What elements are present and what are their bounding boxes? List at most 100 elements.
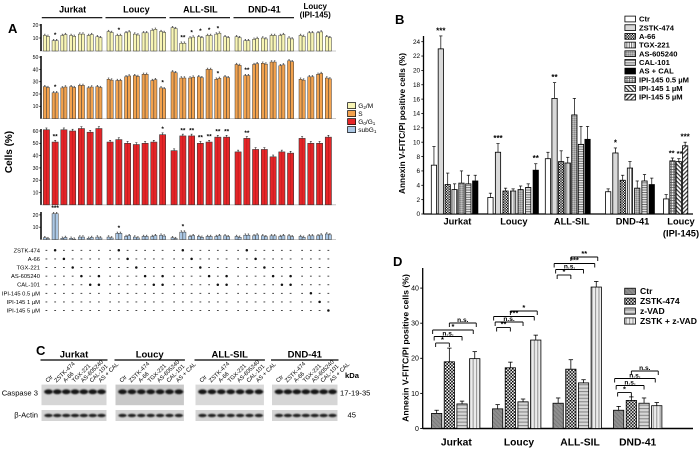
svg-text:**: **	[224, 129, 230, 136]
svg-text:**: **	[215, 129, 221, 136]
svg-text:***: ***	[570, 256, 579, 265]
svg-text:ZSTK + z-VAD: ZSTK + z-VAD	[640, 316, 697, 326]
svg-text:IPI-145 1 µM: IPI-145 1 µM	[639, 84, 683, 93]
svg-text:n.s.: n.s.	[442, 330, 454, 337]
svg-text:**: **	[244, 67, 250, 74]
svg-text:A-66: A-66	[28, 257, 40, 263]
svg-text:(IPI-145): (IPI-145)	[300, 11, 331, 20]
svg-text:10: 10	[33, 225, 39, 231]
svg-text:*: *	[199, 28, 202, 35]
svg-text:**: **	[669, 148, 675, 157]
svg-text:0: 0	[415, 426, 419, 433]
svg-text:**: **	[207, 133, 213, 140]
svg-text:*: *	[182, 224, 185, 231]
svg-text:Loucy: Loucy	[667, 217, 695, 227]
svg-text:S: S	[358, 111, 363, 118]
svg-text:**: **	[677, 149, 683, 158]
svg-text:C: C	[36, 343, 46, 358]
svg-text:30: 30	[33, 166, 39, 172]
svg-text:TGX-221: TGX-221	[639, 41, 671, 50]
svg-text:16: 16	[413, 96, 421, 103]
svg-text:Annexin V-FITC/PI positive cel: Annexin V-FITC/PI positive cells (%)	[397, 53, 407, 194]
svg-text:AS-605240: AS-605240	[639, 49, 677, 58]
svg-text:**: **	[501, 320, 507, 329]
svg-text:20: 20	[33, 178, 39, 184]
svg-text:2: 2	[417, 197, 421, 204]
svg-text:*: *	[190, 29, 193, 36]
svg-text:8: 8	[417, 154, 421, 161]
svg-text:10: 10	[33, 104, 39, 110]
svg-text:ALL-SIL: ALL-SIL	[554, 217, 590, 227]
svg-text:24: 24	[413, 39, 421, 46]
svg-text:Ctr: Ctr	[640, 286, 653, 296]
svg-text:**: **	[581, 249, 587, 258]
svg-text:***: ***	[510, 309, 519, 318]
svg-text:ALL-SIL: ALL-SIL	[560, 438, 599, 449]
svg-text:40: 40	[33, 154, 39, 160]
svg-text:**: **	[53, 133, 59, 140]
svg-text:AS + CAL: AS + CAL	[639, 67, 674, 76]
svg-text:IPI-145 1 µM: IPI-145 1 µM	[7, 300, 40, 306]
svg-text:*: *	[614, 138, 618, 147]
svg-text:4: 4	[417, 182, 421, 189]
svg-text:Loucy: Loucy	[303, 2, 327, 11]
svg-text:***: ***	[436, 26, 446, 35]
svg-text:18: 18	[413, 82, 421, 89]
svg-text:***: ***	[680, 133, 690, 142]
svg-text:*: *	[623, 385, 626, 394]
svg-text:*: *	[208, 27, 211, 34]
svg-text:z-VAD: z-VAD	[640, 306, 665, 316]
svg-text:10: 10	[33, 36, 39, 42]
svg-text:22: 22	[413, 53, 421, 60]
svg-text:**: **	[198, 135, 204, 142]
svg-text:**: **	[180, 127, 186, 134]
svg-text:12: 12	[413, 125, 421, 132]
svg-text:20: 20	[411, 356, 419, 363]
svg-text:*: *	[161, 79, 164, 86]
svg-text:n.s.: n.s.	[457, 317, 469, 324]
svg-text:10: 10	[413, 139, 421, 146]
svg-text:*: *	[54, 84, 57, 91]
svg-text:ALL-SIL: ALL-SIL	[211, 350, 248, 361]
svg-text:Jurkat: Jurkat	[443, 217, 471, 227]
svg-text:ALL-SIL: ALL-SIL	[183, 5, 218, 15]
svg-text:ZSTK-474: ZSTK-474	[14, 248, 41, 254]
svg-text:20: 20	[33, 23, 39, 29]
svg-text:n.s.: n.s.	[639, 365, 651, 372]
svg-text:**: **	[189, 127, 195, 134]
svg-text:20: 20	[413, 68, 421, 75]
svg-text:10: 10	[33, 190, 39, 196]
svg-text:50: 50	[33, 141, 39, 147]
svg-text:IPI-145 5 µM: IPI-145 5 µM	[639, 93, 683, 102]
svg-text:*: *	[217, 71, 220, 78]
svg-text:*: *	[441, 335, 444, 344]
svg-text:***: ***	[493, 134, 503, 143]
svg-text:Jurkat: Jurkat	[60, 350, 89, 361]
svg-text:A: A	[8, 21, 18, 36]
svg-text:Ctr: Ctr	[45, 374, 55, 384]
svg-text:17-19-35: 17-19-35	[340, 389, 370, 398]
svg-text:Ctr: Ctr	[639, 15, 650, 24]
svg-text:0: 0	[417, 211, 421, 218]
svg-text:n.s.: n.s.	[629, 372, 641, 379]
svg-text:20: 20	[33, 213, 39, 219]
svg-text:60: 60	[33, 129, 39, 135]
svg-text:20: 20	[33, 92, 39, 98]
svg-text:Loucy: Loucy	[504, 438, 535, 449]
svg-text:*: *	[522, 303, 525, 312]
svg-text:**: **	[244, 130, 250, 137]
svg-text:40: 40	[411, 286, 419, 293]
svg-text:IPI-145 5 µM: IPI-145 5 µM	[7, 309, 40, 315]
svg-text:*: *	[563, 267, 566, 276]
svg-text:ZSTK-474: ZSTK-474	[640, 296, 680, 306]
svg-text:50: 50	[33, 55, 39, 61]
svg-text:40: 40	[33, 67, 39, 73]
svg-text:14: 14	[413, 111, 421, 118]
svg-text:**: **	[551, 73, 558, 82]
svg-text:Ctr: Ctr	[199, 374, 209, 384]
svg-text:*: *	[118, 225, 121, 232]
svg-text:(IPI-145): (IPI-145)	[663, 229, 699, 239]
svg-text:***: ***	[51, 205, 59, 212]
svg-text:**: **	[180, 35, 186, 42]
svg-text:Jurkat: Jurkat	[59, 5, 86, 15]
